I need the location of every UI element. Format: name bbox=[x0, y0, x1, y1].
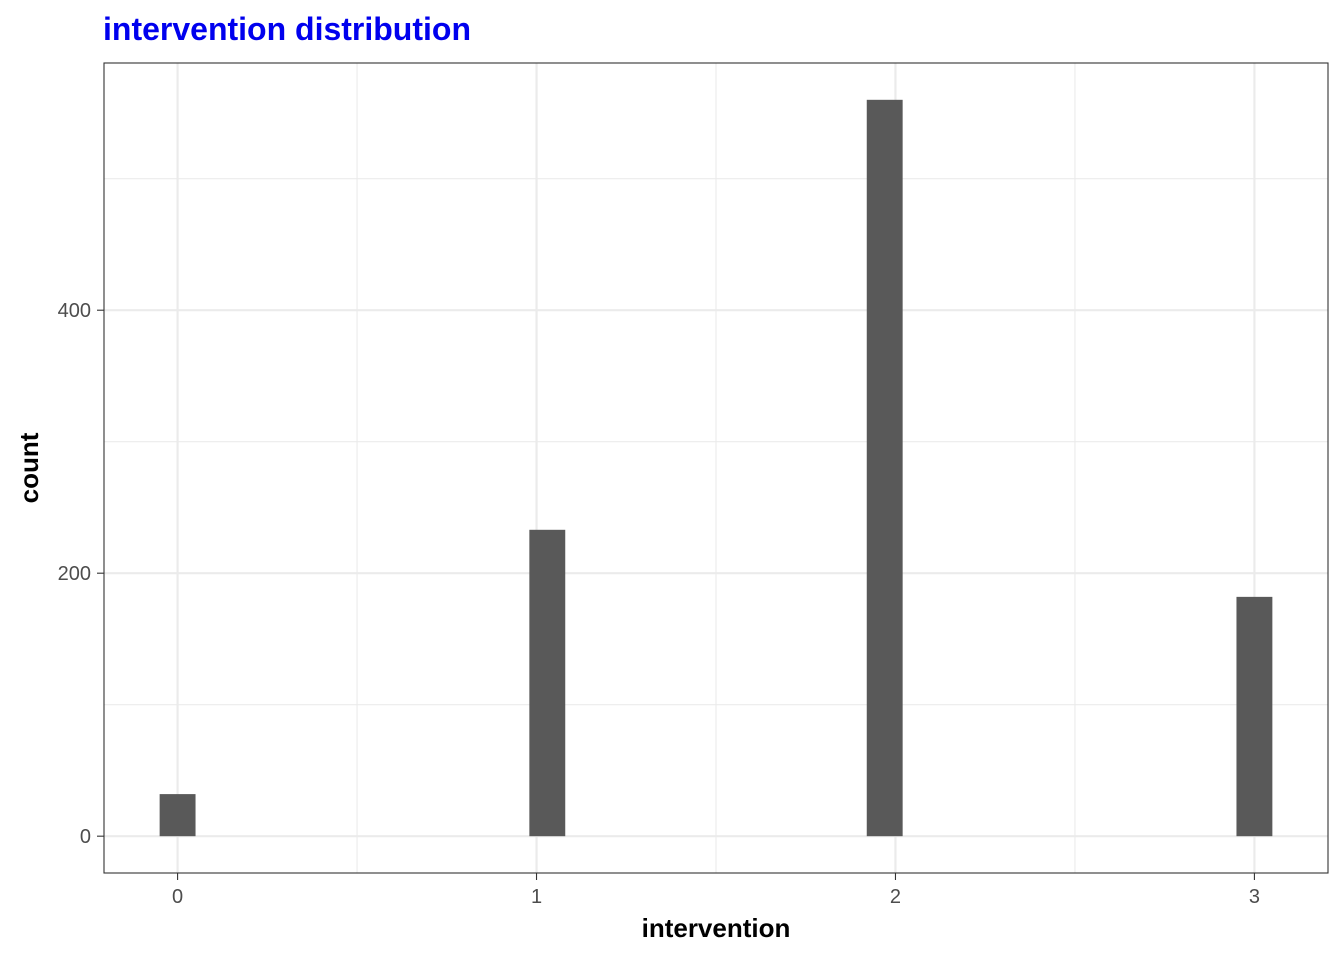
y-axis: 0 200 400 bbox=[58, 300, 104, 848]
plot-border bbox=[103, 62, 1329, 874]
bar-1 bbox=[529, 529, 566, 837]
bar-0 bbox=[159, 794, 196, 837]
x-tick-label: 0 bbox=[172, 886, 183, 908]
chart-title: intervention distribution bbox=[103, 11, 471, 47]
x-tick-label: 3 bbox=[1249, 886, 1260, 908]
bar-3 bbox=[1236, 596, 1273, 837]
x-tick-label: 2 bbox=[890, 886, 901, 908]
x-tick-label: 1 bbox=[531, 886, 542, 908]
y-tick-label: 200 bbox=[58, 563, 91, 585]
x-axis: 0 1 2 3 bbox=[172, 873, 1260, 908]
minor-gridlines bbox=[104, 63, 1328, 873]
x-axis-title: intervention bbox=[642, 913, 791, 943]
bar-2 bbox=[866, 99, 903, 837]
bars bbox=[159, 99, 1273, 837]
y-axis-title: count bbox=[14, 432, 44, 503]
y-tick-label: 400 bbox=[58, 300, 91, 322]
y-tick-label: 0 bbox=[80, 826, 91, 848]
